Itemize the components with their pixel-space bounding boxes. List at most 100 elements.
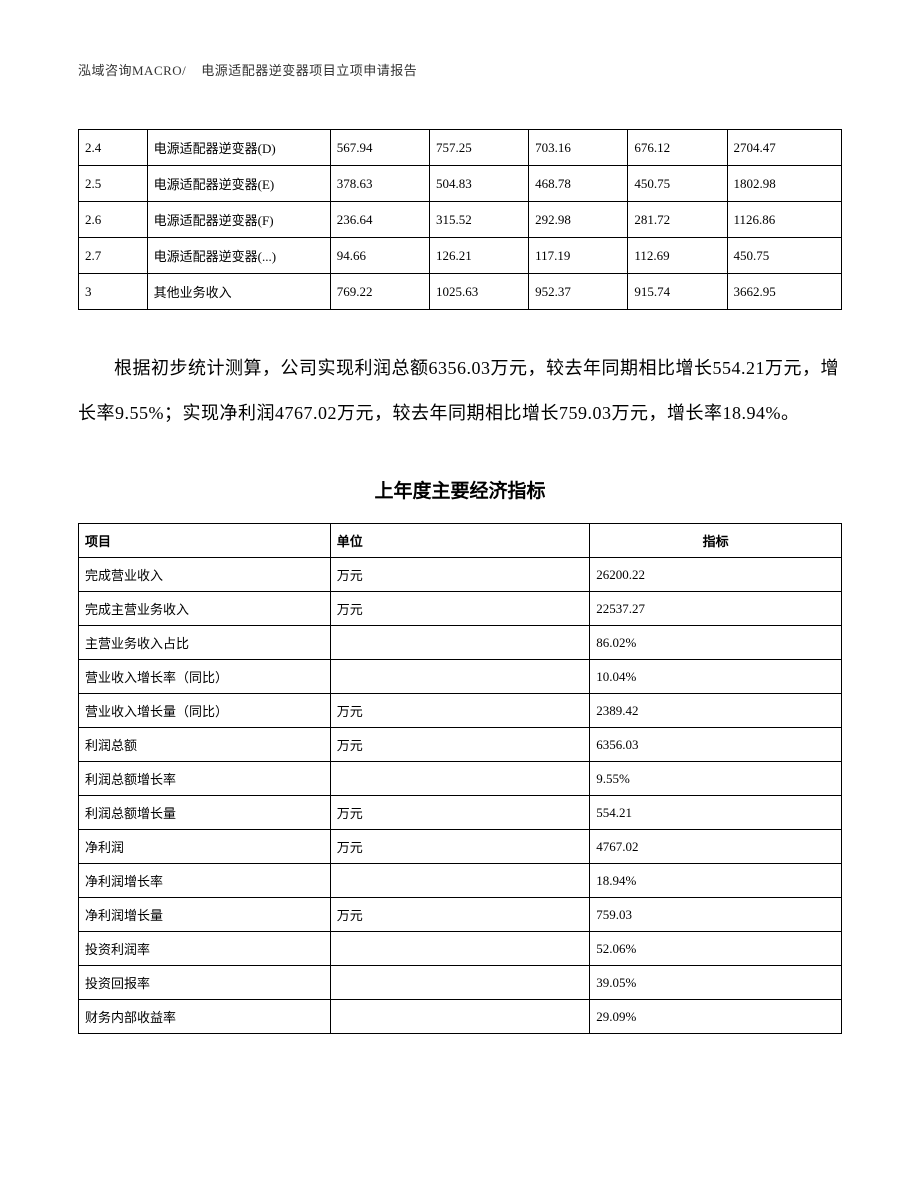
cell-total: 2704.47	[727, 130, 841, 166]
cell-val: 236.64	[330, 202, 429, 238]
cell-unit: 万元	[330, 898, 589, 932]
economic-metrics-table: 项目 单位 指标 完成营业收入万元26200.22 完成主营业务收入万元2253…	[78, 523, 842, 1034]
cell-item: 投资回报率	[79, 966, 331, 1000]
cell-name: 电源适配器逆变器(E)	[147, 166, 330, 202]
table-row: 完成营业收入万元26200.22	[79, 558, 842, 592]
cell-val: 504.83	[429, 166, 528, 202]
table-row: 投资利润率 52.06%	[79, 932, 842, 966]
cell-unit	[330, 932, 589, 966]
cell-metric: 52.06%	[590, 932, 842, 966]
cell-val: 676.12	[628, 130, 727, 166]
table-row: 净利润增长率 18.94%	[79, 864, 842, 898]
col-header-unit: 单位	[330, 524, 589, 558]
revenue-breakdown-table: 2.4 电源适配器逆变器(D) 567.94 757.25 703.16 676…	[78, 129, 842, 310]
cell-val: 952.37	[529, 274, 628, 310]
table-row: 利润总额增长量万元554.21	[79, 796, 842, 830]
header-title: 电源适配器逆变器项目立项申请报告	[201, 63, 417, 78]
cell-unit: 万元	[330, 830, 589, 864]
table-row: 3 其他业务收入 769.22 1025.63 952.37 915.74 36…	[79, 274, 842, 310]
table-row: 投资回报率 39.05%	[79, 966, 842, 1000]
cell-metric: 10.04%	[590, 660, 842, 694]
table-row: 营业收入增长量（同比）万元2389.42	[79, 694, 842, 728]
cell-val: 757.25	[429, 130, 528, 166]
col-header-item: 项目	[79, 524, 331, 558]
table-row: 净利润万元4767.02	[79, 830, 842, 864]
cell-val: 915.74	[628, 274, 727, 310]
cell-item: 完成营业收入	[79, 558, 331, 592]
cell-val: 1025.63	[429, 274, 528, 310]
cell-metric: 6356.03	[590, 728, 842, 762]
cell-item: 主营业务收入占比	[79, 626, 331, 660]
table-row: 2.5 电源适配器逆变器(E) 378.63 504.83 468.78 450…	[79, 166, 842, 202]
cell-unit	[330, 1000, 589, 1034]
cell-name: 电源适配器逆变器(...)	[147, 238, 330, 274]
cell-metric: 554.21	[590, 796, 842, 830]
cell-id: 2.6	[79, 202, 148, 238]
cell-unit: 万元	[330, 694, 589, 728]
cell-item: 利润总额	[79, 728, 331, 762]
cell-item: 净利润增长率	[79, 864, 331, 898]
metrics-table-title: 上年度主要经济指标	[78, 476, 842, 503]
doc-header: 泓域咨询MACRO/ 电源适配器逆变器项目立项申请报告	[78, 60, 842, 79]
cell-item: 利润总额增长率	[79, 762, 331, 796]
cell-total: 1126.86	[727, 202, 841, 238]
cell-name: 电源适配器逆变器(F)	[147, 202, 330, 238]
cell-name: 电源适配器逆变器(D)	[147, 130, 330, 166]
cell-unit	[330, 864, 589, 898]
cell-unit	[330, 966, 589, 1000]
cell-unit: 万元	[330, 796, 589, 830]
cell-val: 117.19	[529, 238, 628, 274]
cell-val: 567.94	[330, 130, 429, 166]
cell-val: 378.63	[330, 166, 429, 202]
cell-id: 3	[79, 274, 148, 310]
header-company: 泓域咨询MACRO/	[78, 63, 186, 78]
cell-item: 投资利润率	[79, 932, 331, 966]
cell-val: 315.52	[429, 202, 528, 238]
cell-item: 利润总额增长量	[79, 796, 331, 830]
cell-val: 769.22	[330, 274, 429, 310]
table-row: 利润总额万元6356.03	[79, 728, 842, 762]
cell-unit	[330, 762, 589, 796]
cell-total: 3662.95	[727, 274, 841, 310]
cell-metric: 759.03	[590, 898, 842, 932]
cell-item: 财务内部收益率	[79, 1000, 331, 1034]
cell-val: 126.21	[429, 238, 528, 274]
cell-val: 94.66	[330, 238, 429, 274]
cell-val: 703.16	[529, 130, 628, 166]
cell-item: 净利润	[79, 830, 331, 864]
cell-metric: 18.94%	[590, 864, 842, 898]
cell-metric: 26200.22	[590, 558, 842, 592]
cell-val: 281.72	[628, 202, 727, 238]
table2-body: 完成营业收入万元26200.22 完成主营业务收入万元22537.27 主营业务…	[79, 558, 842, 1034]
table-row: 营业收入增长率（同比） 10.04%	[79, 660, 842, 694]
table-row: 利润总额增长率 9.55%	[79, 762, 842, 796]
cell-item: 完成主营业务收入	[79, 592, 331, 626]
cell-item: 营业收入增长量（同比）	[79, 694, 331, 728]
table-row: 2.7 电源适配器逆变器(...) 94.66 126.21 117.19 11…	[79, 238, 842, 274]
table-row: 主营业务收入占比 86.02%	[79, 626, 842, 660]
cell-id: 2.7	[79, 238, 148, 274]
cell-val: 292.98	[529, 202, 628, 238]
cell-total: 1802.98	[727, 166, 841, 202]
cell-total: 450.75	[727, 238, 841, 274]
table-row: 财务内部收益率 29.09%	[79, 1000, 842, 1034]
cell-unit	[330, 660, 589, 694]
table-header-row: 项目 单位 指标	[79, 524, 842, 558]
cell-metric: 4767.02	[590, 830, 842, 864]
cell-metric: 29.09%	[590, 1000, 842, 1034]
cell-item: 营业收入增长率（同比）	[79, 660, 331, 694]
cell-metric: 2389.42	[590, 694, 842, 728]
cell-val: 450.75	[628, 166, 727, 202]
cell-id: 2.5	[79, 166, 148, 202]
table1-body: 2.4 电源适配器逆变器(D) 567.94 757.25 703.16 676…	[79, 130, 842, 310]
cell-metric: 86.02%	[590, 626, 842, 660]
cell-unit	[330, 626, 589, 660]
cell-metric: 9.55%	[590, 762, 842, 796]
cell-unit: 万元	[330, 728, 589, 762]
cell-unit: 万元	[330, 558, 589, 592]
cell-metric: 39.05%	[590, 966, 842, 1000]
col-header-metric: 指标	[590, 524, 842, 558]
cell-unit: 万元	[330, 592, 589, 626]
cell-metric: 22537.27	[590, 592, 842, 626]
cell-name: 其他业务收入	[147, 274, 330, 310]
